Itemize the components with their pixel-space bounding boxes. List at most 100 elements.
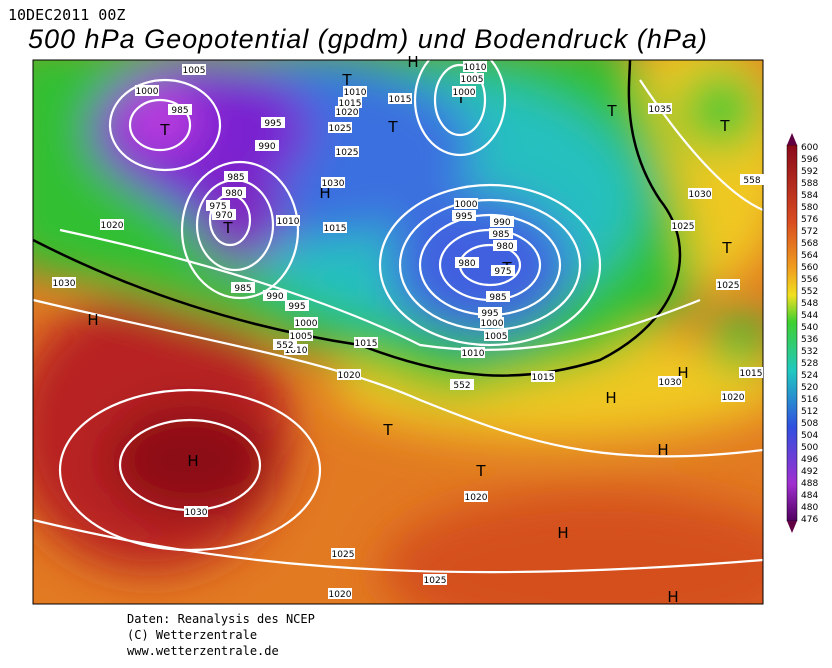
color-scale-label: 500 (801, 443, 818, 453)
color-bar (786, 144, 798, 522)
pressure-center: T (382, 421, 393, 439)
isobar-label: 1000 (481, 319, 504, 329)
label-box (460, 73, 484, 84)
isobar-label: 995 (481, 309, 498, 319)
label-box (263, 290, 287, 301)
color-scale-label: 584 (801, 191, 818, 201)
label-box (231, 282, 255, 293)
isobar-label: 1010 (344, 88, 367, 98)
label-box (658, 376, 682, 387)
label-box (328, 588, 352, 599)
isobar-label: 1030 (659, 378, 682, 388)
footer-line: (C) Wetterzentrale (127, 628, 257, 642)
pressure-center: T (455, 89, 466, 107)
pressure-center: T (387, 118, 398, 136)
pressure-center: T (341, 71, 352, 89)
label-box (478, 307, 502, 318)
label-box (321, 177, 345, 188)
color-scale-label: 544 (801, 311, 818, 321)
label-box (184, 506, 208, 517)
label-box (331, 548, 355, 559)
isobar-label: 1030 (322, 179, 345, 189)
pressure-center: H (605, 389, 616, 407)
isobar-label: 1015 (355, 339, 378, 349)
pressure-center: H (667, 588, 678, 606)
isobar-label: 558 (743, 176, 760, 186)
isobar-label: 985 (489, 293, 506, 303)
isobar-label: 1015 (339, 99, 362, 109)
label-box (255, 140, 279, 151)
label-box (337, 369, 361, 380)
label-box (294, 317, 318, 328)
color-scale-label: 600 (801, 143, 818, 153)
label-box (323, 222, 347, 233)
isobar-label: 1025 (424, 576, 447, 586)
label-box (338, 97, 362, 108)
isobar-label: 980 (458, 259, 475, 269)
pressure-center: H (657, 441, 668, 459)
isobar-label: 975 (494, 267, 511, 277)
label-box (648, 103, 672, 114)
pressure-center: T (606, 102, 617, 120)
isobar-label: 1015 (389, 95, 412, 105)
map-field (33, 60, 763, 604)
footer-line: Daten: Reanalysis des NCEP (127, 612, 315, 626)
color-scale-label: 524 (801, 371, 818, 381)
isobar-label: 1020 (338, 371, 361, 381)
label-box (463, 61, 487, 72)
pressure-center: T (475, 462, 486, 480)
label-box (461, 347, 485, 358)
label-box (224, 171, 248, 182)
label-box (206, 200, 230, 211)
label-box (182, 64, 206, 75)
color-scale-label: 556 (801, 275, 818, 285)
pressure-center: H (187, 452, 198, 470)
isobar-label: 1010 (462, 349, 485, 359)
isobar-label: 1020 (722, 393, 745, 403)
isobar-label: 990 (493, 218, 510, 228)
color-scale-label: 564 (801, 251, 818, 261)
isobar-label: 1000 (136, 87, 159, 97)
color-scale-label: 540 (801, 323, 818, 333)
isobar-label: 552 (453, 381, 470, 391)
isobar-label: 990 (258, 142, 275, 152)
label-box (285, 300, 309, 311)
color-scale-label: 508 (801, 419, 818, 429)
isobar-label: 1005 (485, 332, 508, 342)
label-box (455, 257, 479, 268)
label-box (490, 216, 514, 227)
color-scale-label: 552 (801, 287, 818, 297)
isobar-label: 1025 (672, 222, 695, 232)
color-scale-label: 528 (801, 359, 818, 369)
pressure-center: H (87, 311, 98, 329)
isobar-label: 1020 (329, 590, 352, 600)
color-scale-label: 488 (801, 479, 818, 489)
label-box (354, 337, 378, 348)
color-scale-label: 512 (801, 407, 818, 417)
isobar-label: 1005 (290, 332, 313, 342)
map-frame (32, 59, 764, 605)
color-scale-label: 592 (801, 167, 818, 177)
isobar-label: 995 (264, 119, 281, 129)
isobar-label: 995 (288, 302, 305, 312)
isobar-label: 975 (209, 202, 226, 212)
label-box (671, 220, 695, 231)
isobar-label: 1010 (277, 217, 300, 227)
label-box (335, 146, 359, 157)
label-box (721, 391, 745, 402)
color-scale-label: 576 (801, 215, 818, 225)
isobar-label: 1025 (717, 281, 740, 291)
color-scale-label: 496 (801, 455, 818, 465)
isobar-label: 1025 (336, 148, 359, 158)
label-box (464, 491, 488, 502)
isobar-label: 985 (492, 230, 509, 240)
pressure-center: H (319, 184, 330, 202)
label-box (289, 330, 313, 341)
label-box (100, 219, 124, 230)
label-box (328, 122, 352, 133)
label-box (168, 104, 192, 115)
label-box (489, 228, 513, 239)
color-scale-label: 480 (801, 503, 818, 513)
color-scale-label: 476 (801, 515, 818, 525)
